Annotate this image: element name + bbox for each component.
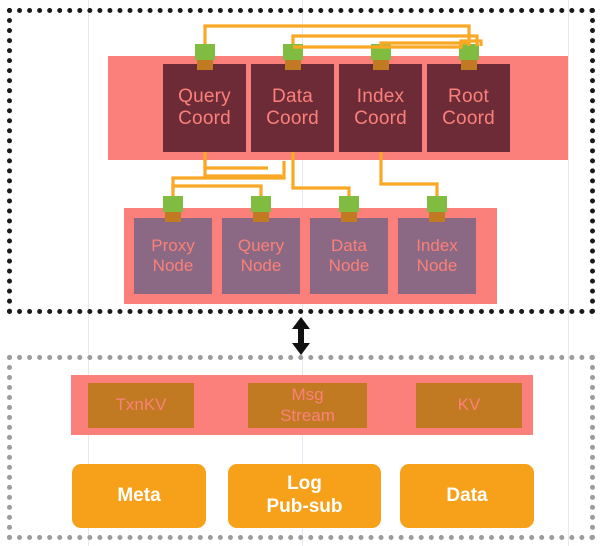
node-query-node-line1: Query <box>237 235 285 255</box>
storage-interface-txnkv-line1: TxnKV <box>115 395 167 415</box>
compute-section-frame <box>7 8 595 314</box>
pin-green-square <box>459 44 479 60</box>
coordinator-index-coord[interactable]: Index Coord <box>339 64 422 152</box>
coordinator-data-coord-line1: Data <box>272 85 313 107</box>
node-query-node-line2: Node <box>240 256 282 275</box>
node-index-node-line1: Index <box>416 235 458 255</box>
storage-layer-data[interactable]: Data <box>400 464 534 528</box>
node-index-node-line2: Node <box>416 256 458 275</box>
storage-section-frame <box>7 355 595 540</box>
storage-interface-kv[interactable]: KV <box>416 383 522 428</box>
node-data-node-line2: Node <box>328 256 370 275</box>
pin-green-square <box>283 44 303 60</box>
pin-brown-square <box>373 60 389 70</box>
pin-green-square <box>339 196 359 212</box>
node-proxy-node-line2: Node <box>152 256 194 275</box>
pin-brown-square <box>341 212 357 222</box>
connector-pin-data-node <box>339 196 359 222</box>
node-query-node[interactable]: Query Node <box>222 218 300 294</box>
pin-brown-square <box>461 60 477 70</box>
storage-layer-log-pubsub-line1: Log <box>287 473 322 495</box>
coordinator-data-coord[interactable]: Data Coord <box>251 64 334 152</box>
coordinator-query-coord-line1: Query <box>178 85 231 107</box>
coordinator-index-coord-line2: Coord <box>354 108 407 129</box>
storage-interface-msg-stream-line2: Stream <box>280 405 335 425</box>
connector-pin-query-coord <box>195 44 215 70</box>
storage-layer-log-pubsub-line2: Pub-sub <box>266 496 343 517</box>
pin-green-square <box>371 44 391 60</box>
node-data-node[interactable]: Data Node <box>310 218 388 294</box>
storage-interface-txnkv[interactable]: TxnKV <box>88 383 194 428</box>
pin-green-square <box>427 196 447 212</box>
pin-brown-square <box>165 212 181 222</box>
coordinator-data-coord-line2: Coord <box>266 108 319 129</box>
storage-interface-msg-stream-line1: Msg <box>291 385 324 405</box>
coordinator-query-coord-line2: Coord <box>178 108 231 129</box>
pin-brown-square <box>285 60 301 70</box>
node-proxy-node-line1: Proxy <box>151 235 195 255</box>
background-guide-left <box>88 0 89 546</box>
background-guide-right <box>568 0 569 546</box>
storage-layer-meta[interactable]: Meta <box>72 464 206 528</box>
connector-pin-root-coord <box>459 44 479 70</box>
pin-green-square <box>163 196 183 212</box>
coordinator-query-coord[interactable]: Query Coord <box>163 64 246 152</box>
connector-pin-proxy-node <box>163 196 183 222</box>
pin-brown-square <box>253 212 269 222</box>
storage-interface-msg-stream[interactable]: Msg Stream <box>248 383 367 428</box>
connector-pin-index-node <box>427 196 447 222</box>
storage-layer-data-line1: Data <box>446 484 488 506</box>
node-proxy-node[interactable]: Proxy Node <box>134 218 212 294</box>
coordinator-index-coord-line1: Index <box>356 85 405 107</box>
bidirectional-link-arrow <box>292 317 310 355</box>
pin-green-square <box>195 44 215 60</box>
node-index-node[interactable]: Index Node <box>398 218 476 294</box>
pin-brown-square <box>429 212 445 222</box>
pin-brown-square <box>197 60 213 70</box>
coordinator-root-coord-line1: Root <box>448 85 489 107</box>
node-data-node-line1: Data <box>331 235 367 255</box>
connector-pin-index-coord <box>371 44 391 70</box>
storage-layer-log-pubsub[interactable]: Log Pub-sub <box>228 464 381 528</box>
pin-green-square <box>251 196 271 212</box>
connector-pin-data-coord <box>283 44 303 70</box>
storage-interface-kv-line1: KV <box>457 395 481 415</box>
coordinator-root-coord[interactable]: Root Coord <box>427 64 510 152</box>
connector-pin-query-node <box>251 196 271 222</box>
storage-layer-meta-line1: Meta <box>117 484 161 506</box>
coordinator-root-coord-line2: Coord <box>442 108 495 129</box>
